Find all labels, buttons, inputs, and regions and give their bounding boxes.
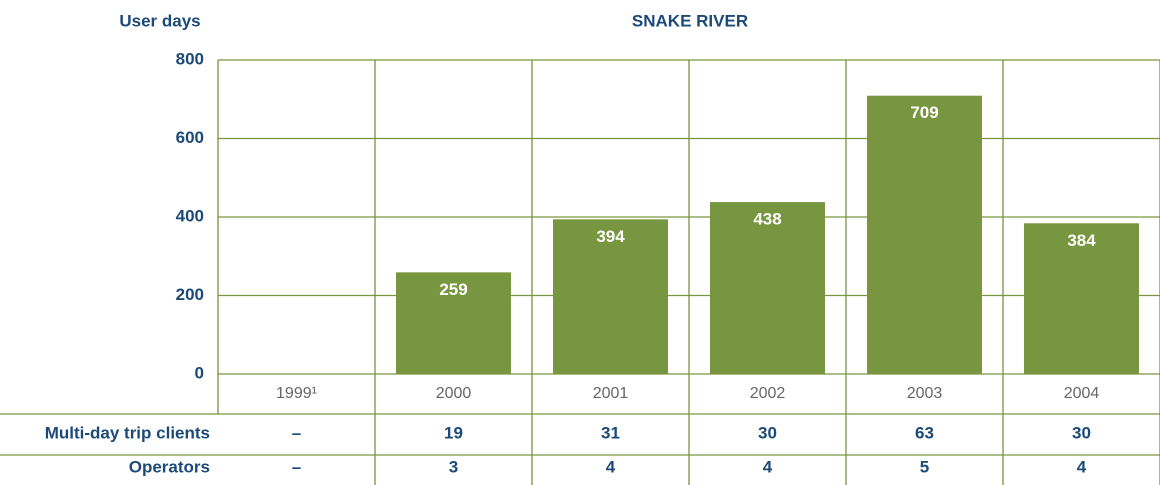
row-label: Operators xyxy=(129,457,210,476)
y-tick-label: 800 xyxy=(176,49,204,68)
data-label: 709 xyxy=(910,103,938,122)
bar xyxy=(1024,223,1139,374)
table-cell: 31 xyxy=(601,423,620,442)
x-tick-label: 2004 xyxy=(1064,385,1100,402)
bar xyxy=(396,272,511,374)
table-cell: 4 xyxy=(763,457,773,476)
y-tick-label: 600 xyxy=(176,128,204,147)
data-label: 384 xyxy=(1067,231,1096,250)
y-tick-label: 400 xyxy=(176,206,204,225)
table-cell: – xyxy=(292,457,301,476)
row-label: Multi-day trip clients xyxy=(45,423,210,442)
table-cell: 3 xyxy=(449,457,458,476)
data-label: 438 xyxy=(753,210,781,229)
table-cell: 4 xyxy=(606,457,616,476)
bar xyxy=(553,219,668,374)
data-label: 394 xyxy=(596,227,625,246)
table-cell: 19 xyxy=(444,423,463,442)
table-cell: 5 xyxy=(920,457,929,476)
x-tick-label: 2001 xyxy=(593,385,629,402)
y-tick-label: 200 xyxy=(176,285,204,304)
bar xyxy=(710,202,825,374)
table-cell: 30 xyxy=(1072,423,1091,442)
y-axis-title: User days xyxy=(119,11,200,30)
table-cell: 63 xyxy=(915,423,934,442)
bar xyxy=(867,95,982,374)
x-tick-label: 2003 xyxy=(907,385,943,402)
table-cell: 4 xyxy=(1077,457,1087,476)
table-cell: – xyxy=(292,423,301,442)
table-cell: 30 xyxy=(758,423,777,442)
y-tick-label: 0 xyxy=(195,363,204,382)
data-label: 259 xyxy=(439,280,467,299)
x-tick-label: 2002 xyxy=(750,385,786,402)
chart-title: SNAKE RIVER xyxy=(632,11,748,30)
x-tick-label: 2000 xyxy=(436,385,472,402)
x-tick-label: 1999¹ xyxy=(276,385,317,402)
